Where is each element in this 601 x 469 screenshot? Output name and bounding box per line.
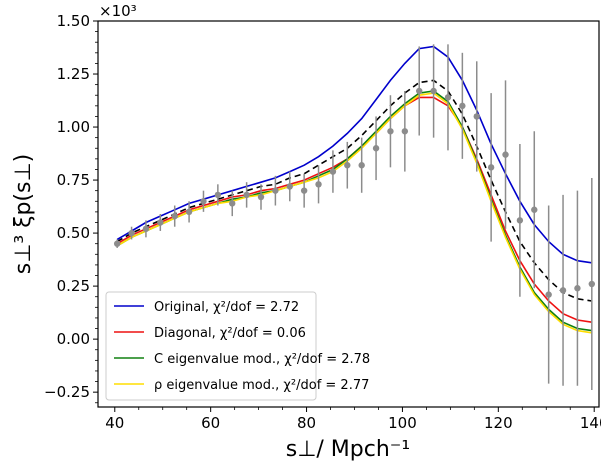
- x-axis-title: s⊥/ Mpch⁻¹: [286, 437, 410, 462]
- data-point: [516, 217, 524, 224]
- x-tick-label: 140: [580, 414, 601, 432]
- data-point: [559, 287, 567, 294]
- data-point: [142, 225, 150, 233]
- y-tick-label: 1.00: [57, 118, 90, 136]
- y-tick-label: 0.50: [57, 224, 90, 242]
- y-axis-title: s⊥³ ξp(s⊥): [11, 154, 36, 274]
- legend-label: Diagonal, χ²/dof = 0.06: [154, 326, 306, 341]
- data-point: [416, 87, 423, 95]
- y-tick-label: −0.25: [44, 383, 90, 401]
- data-point: [574, 285, 581, 292]
- data-point: [487, 164, 495, 171]
- data-point: [459, 102, 466, 110]
- data-point: [229, 200, 236, 207]
- data-points-layer: [113, 44, 596, 391]
- data-point: [401, 128, 409, 135]
- data-point: [171, 212, 178, 220]
- legend: Original, χ²/dof = 2.72 Diagonal, χ²/dof …: [105, 291, 370, 401]
- series-line-4: [116, 92, 592, 334]
- data-point: [387, 128, 394, 135]
- data-point: [502, 151, 509, 158]
- data-point: [444, 94, 452, 101]
- x-tick-label: 40: [105, 414, 124, 432]
- x-tick-label: 60: [201, 414, 220, 432]
- series-line-0: [116, 45, 592, 264]
- data-point: [315, 181, 322, 188]
- x-tick-label: 80: [297, 414, 316, 432]
- x-tick-label: 120: [484, 414, 513, 432]
- y-axis: −0.25 0.00 0.25 0.50 0.75 1.00 1.25 1.50: [44, 12, 98, 404]
- data-point: [531, 206, 538, 213]
- data-point: [344, 162, 351, 169]
- data-point: [300, 187, 308, 194]
- y-tick-label: 1.25: [57, 65, 90, 83]
- data-point: [588, 280, 596, 288]
- data-point: [257, 193, 265, 201]
- data-point: [272, 187, 279, 194]
- data-point: [185, 208, 193, 216]
- series-line-1: [116, 79, 592, 302]
- data-point: [286, 183, 293, 190]
- data-point: [128, 229, 135, 237]
- x-axis: 40 60 80 100 120 140: [105, 407, 601, 432]
- legend-label: ρ eigenvalue mod., χ²/dof = 2.77: [154, 378, 369, 393]
- data-point: [214, 191, 222, 199]
- data-point: [358, 162, 365, 169]
- y-tick-label: 0.75: [57, 171, 90, 189]
- data-point: [243, 191, 250, 199]
- data-point: [430, 87, 437, 95]
- legend-label: C eigenvalue mod., χ²/dof = 2.78: [154, 352, 370, 367]
- data-point: [473, 113, 480, 120]
- y-tick-label: 0.00: [57, 330, 90, 348]
- data-point: [329, 168, 337, 175]
- plot-frame: [97, 20, 600, 408]
- data-point: [157, 219, 164, 226]
- legend-label: Original, χ²/dof = 2.72: [154, 300, 299, 315]
- x-tick-label: 100: [388, 414, 417, 432]
- curves-layer: [116, 45, 592, 334]
- legend-entries: Original, χ²/dof = 2.72 Diagonal, χ²/dof …: [114, 300, 370, 393]
- data-point: [545, 291, 552, 298]
- data-point: [372, 145, 380, 152]
- y-tick-label: 0.25: [57, 277, 90, 295]
- data-point: [200, 198, 207, 205]
- y-tick-label: 1.50: [57, 12, 90, 30]
- data-point: [113, 240, 121, 247]
- legend-box: [105, 291, 317, 401]
- y-multiplier-label: ×10³: [99, 2, 137, 20]
